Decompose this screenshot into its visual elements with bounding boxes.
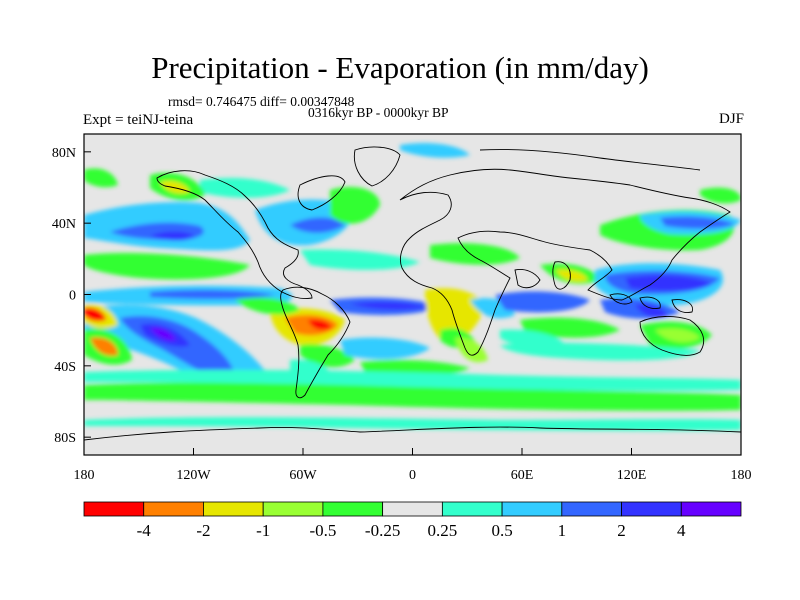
anomaly-field xyxy=(84,143,741,431)
x-tick-label: 180 xyxy=(74,468,95,483)
x-tick-label: 120W xyxy=(176,468,211,483)
colorbar-swatch xyxy=(203,501,264,517)
colorbar-swatch xyxy=(561,501,622,517)
colorbar-level-label: -1 xyxy=(256,521,270,540)
x-tick-label: 60W xyxy=(289,468,317,483)
colorbar-level-label: 4 xyxy=(677,521,686,540)
plot-title: Precipitation - Evaporation (in mm/day) xyxy=(151,50,649,85)
coastlines xyxy=(84,146,741,441)
colorbar-swatch xyxy=(382,501,443,517)
colorbar-level-label: 2 xyxy=(617,521,626,540)
colorbar-level-label: -2 xyxy=(196,521,210,540)
colorbar-level-label: -4 xyxy=(137,521,152,540)
colorbar-swatch xyxy=(83,501,145,517)
colorbar-swatch xyxy=(322,501,384,517)
colorbar-swatch xyxy=(262,501,324,517)
colorbar-level-label: 1 xyxy=(558,521,567,540)
y-tick-label: 80S xyxy=(54,431,76,446)
colorbar-swatch xyxy=(501,501,563,517)
x-tick-label: 60E xyxy=(511,468,534,483)
y-tick-label: 40N xyxy=(52,217,76,232)
y-tick-label: 40S xyxy=(54,360,76,375)
colorbar-level-label: 0.25 xyxy=(427,521,457,540)
y-axis: 80N 40N 0 40S 80S xyxy=(52,146,91,446)
experiment-label: Expt = teiNJ-teina xyxy=(83,112,194,128)
colorbar: -4 -2 -1 -0.5 -0.25 0.25 0.5 1 2 4 xyxy=(83,501,742,540)
x-tick-label: 0 xyxy=(409,468,416,483)
season-label: DJF xyxy=(718,111,744,127)
y-tick-label: 0 xyxy=(69,289,76,304)
y-tick-label: 80N xyxy=(52,146,76,161)
colorbar-swatch xyxy=(441,501,503,517)
x-tick-label: 180 xyxy=(731,468,752,483)
colorbar-level-label: -0.25 xyxy=(365,521,400,540)
colorbar-level-label: -0.5 xyxy=(309,521,336,540)
colorbar-swatch xyxy=(680,501,742,517)
colorbar-swatch xyxy=(621,501,682,517)
colorbar-level-label: 0.5 xyxy=(491,521,512,540)
x-axis: 180 120W 60W 0 60E 120E 180 xyxy=(74,448,752,483)
x-tick-label: 120E xyxy=(617,468,647,483)
period-line: 0316kyr BP - 0000kyr BP xyxy=(308,105,449,120)
colorbar-swatch xyxy=(143,501,204,517)
stats-line: rmsd= 0.746475 diff= 0.00347848 xyxy=(168,94,355,109)
